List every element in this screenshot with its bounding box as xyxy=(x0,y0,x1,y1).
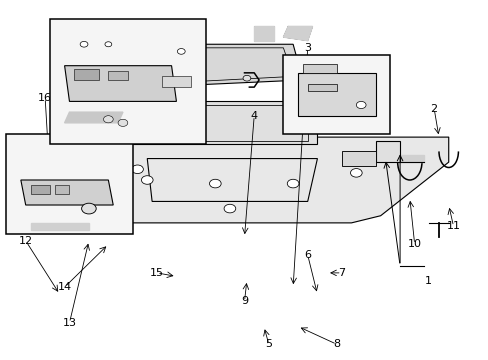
Circle shape xyxy=(243,75,250,81)
Polygon shape xyxy=(94,137,448,223)
Text: 3: 3 xyxy=(304,43,310,53)
Circle shape xyxy=(118,119,127,126)
Circle shape xyxy=(177,49,185,54)
Bar xyxy=(30,185,50,194)
Circle shape xyxy=(105,42,112,47)
Polygon shape xyxy=(64,66,176,102)
Bar xyxy=(283,55,389,134)
Text: 7: 7 xyxy=(338,268,345,278)
Polygon shape xyxy=(254,26,273,41)
Text: 17: 17 xyxy=(43,182,57,192)
Text: 4: 4 xyxy=(250,111,257,121)
Text: 18: 18 xyxy=(38,200,52,210)
Text: 15: 15 xyxy=(150,268,163,278)
Text: 8: 8 xyxy=(333,339,340,349)
Text: 2: 2 xyxy=(429,104,437,113)
Polygon shape xyxy=(30,223,89,230)
Text: 16: 16 xyxy=(38,93,52,103)
Bar xyxy=(341,152,375,166)
Text: 14: 14 xyxy=(58,282,72,292)
Circle shape xyxy=(103,116,113,123)
Bar xyxy=(6,134,132,234)
Polygon shape xyxy=(297,73,375,116)
Bar xyxy=(307,84,336,91)
Text: 9: 9 xyxy=(241,296,247,306)
Polygon shape xyxy=(283,26,312,41)
Text: 5: 5 xyxy=(265,339,272,349)
Text: 13: 13 xyxy=(62,318,76,328)
Circle shape xyxy=(80,41,88,47)
Bar xyxy=(375,141,399,162)
Bar xyxy=(162,76,191,87)
Circle shape xyxy=(141,176,153,184)
Circle shape xyxy=(356,102,366,109)
Circle shape xyxy=(224,204,235,213)
Polygon shape xyxy=(137,44,302,87)
Bar xyxy=(108,71,127,80)
Circle shape xyxy=(350,168,362,177)
Bar xyxy=(302,64,336,73)
Polygon shape xyxy=(21,180,113,205)
Circle shape xyxy=(287,179,298,188)
Bar xyxy=(55,185,69,194)
Text: 1: 1 xyxy=(424,276,430,287)
Polygon shape xyxy=(64,112,122,123)
Text: 6: 6 xyxy=(304,250,310,260)
Bar xyxy=(74,69,99,80)
Bar xyxy=(50,19,205,144)
Text: 12: 12 xyxy=(19,236,33,246)
Polygon shape xyxy=(399,155,424,162)
Circle shape xyxy=(131,165,143,174)
Polygon shape xyxy=(132,102,317,144)
Text: 10: 10 xyxy=(407,239,421,249)
Circle shape xyxy=(81,203,96,214)
Circle shape xyxy=(209,179,221,188)
Text: 11: 11 xyxy=(446,221,460,231)
